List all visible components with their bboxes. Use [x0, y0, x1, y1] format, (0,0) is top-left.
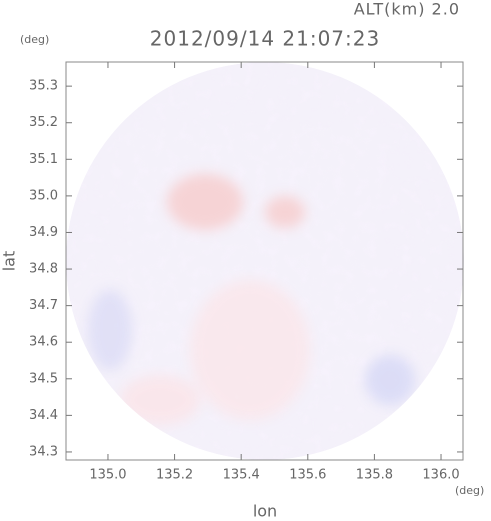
y-tick-label: 34.7 [29, 298, 58, 313]
y-tick-label: 35.0 [29, 188, 58, 203]
y-tick-label: 34.4 [29, 408, 58, 423]
plot-frame [65, 61, 464, 461]
chart-title: 2012/09/14 21:07:23 [150, 27, 380, 51]
y-tick-label: 34.5 [29, 371, 58, 386]
x-tick-label: 135.6 [289, 468, 326, 483]
x-unit: (deg) [455, 484, 484, 497]
y-tick-label: 35.2 [29, 115, 58, 130]
y-tick-label: 34.3 [29, 444, 58, 459]
y-tick-label: 34.9 [29, 225, 58, 240]
y-tick-label: 34.8 [29, 262, 58, 277]
x-tick-label: 135.0 [89, 468, 126, 483]
y-unit: (deg) [20, 33, 49, 46]
radar-disc [66, 62, 464, 460]
y-tick-label: 34.6 [29, 335, 58, 350]
y-axis-label: lat [0, 251, 19, 272]
x-axis-label: lon [253, 502, 277, 521]
altitude-label: ALT(km) 2.0 [354, 0, 460, 19]
x-tick-label: 135.8 [356, 468, 393, 483]
x-tick-label: 135.2 [156, 468, 193, 483]
y-tick-label: 35.1 [29, 152, 58, 167]
x-tick-label: 135.4 [223, 468, 260, 483]
y-tick-label: 35.3 [29, 79, 58, 94]
x-tick-label: 136.0 [422, 468, 459, 483]
